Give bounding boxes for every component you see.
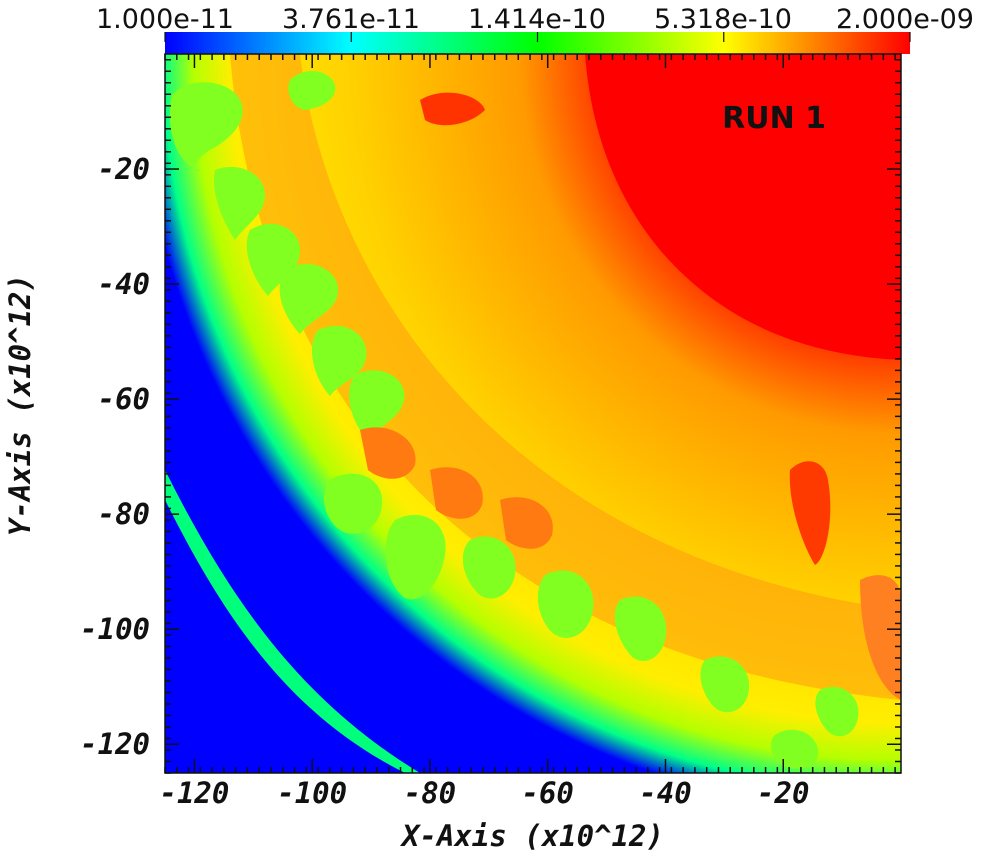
finger-8 <box>385 514 446 600</box>
y-axis-title: Y-Axis (x10^12) <box>3 274 37 536</box>
cap-2 <box>789 461 831 565</box>
cap-5 <box>430 467 483 519</box>
x-tick-label-0: -120 <box>160 776 230 810</box>
finger-15 <box>288 70 336 110</box>
colorbar: 1.000e-11 3.761e-11 1.414e-10 5.318e-10 … <box>96 4 974 54</box>
density-field <box>165 54 901 773</box>
finger-11 <box>614 596 667 662</box>
mushroom-caps <box>360 92 901 700</box>
y-tick-label-3: -60 <box>98 382 150 416</box>
finger-4 <box>279 263 339 334</box>
axis-ticks <box>164 54 901 774</box>
cap-4 <box>360 427 416 479</box>
colorbar-label-0: 1.000e-11 <box>96 4 234 35</box>
finger-9 <box>462 536 516 599</box>
finger-5 <box>311 326 367 396</box>
finger-2 <box>214 166 265 240</box>
hot-core <box>585 54 901 360</box>
y-tick-label-4: -40 <box>98 267 150 301</box>
colorbar-label-3: 5.318e-10 <box>654 4 792 35</box>
y-tick-label-0: -120 <box>80 727 150 761</box>
finger-3 <box>246 223 300 296</box>
finger-1 <box>169 82 243 171</box>
colorbar-label-4: 2.000e-09 <box>836 4 974 35</box>
instability-fingers <box>169 70 859 769</box>
colorbar-label-1: 3.761e-11 <box>282 4 420 35</box>
cap-3 <box>860 575 901 700</box>
x-tick-label-1: -100 <box>277 776 347 810</box>
y-tick-label-1: -100 <box>80 612 150 646</box>
x-tick-label-4: -40 <box>639 776 691 810</box>
x-axis-title: X-Axis (x10^12) <box>399 819 664 853</box>
x-tick-label-3: -60 <box>522 776 574 810</box>
colorbar-label-2: 1.414e-10 <box>468 4 606 35</box>
cap-6 <box>500 497 553 549</box>
finger-7 <box>323 473 383 534</box>
x-tick-label-5: -20 <box>757 776 809 810</box>
x-tick-label-2: -80 <box>404 776 456 810</box>
low-density-core <box>165 500 405 773</box>
y-tick-label-5: -20 <box>98 152 150 186</box>
cap-1 <box>420 92 485 126</box>
finger-6 <box>349 370 405 440</box>
finger-10 <box>537 570 594 638</box>
y-tick-label-2: -80 <box>98 497 150 531</box>
y-tick-labels: -120 -100 -80 -60 -40 -20 <box>80 152 150 761</box>
finger-12 <box>700 656 750 713</box>
x-tick-labels: -120 -100 -80 -60 -40 -20 <box>160 776 810 810</box>
finger-14 <box>815 686 859 737</box>
plot-frame <box>164 53 902 774</box>
run-annotation: RUN 1 <box>722 101 826 136</box>
